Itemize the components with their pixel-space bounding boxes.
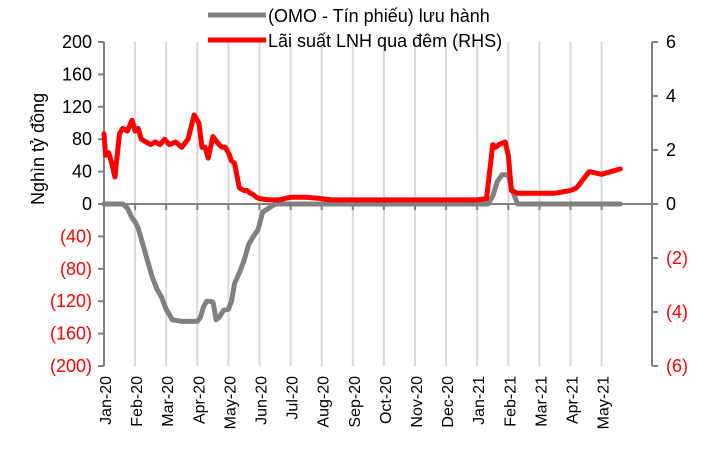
x-tick-label: May-21	[596, 376, 613, 429]
right-tick-label: (2)	[666, 248, 688, 268]
interbank-rate-series-line	[101, 112, 623, 203]
x-tick-label: Apr-20	[191, 376, 208, 424]
right-tick-label: 6	[666, 32, 676, 52]
legend: (OMO - Tín phiếu) lưu hành Lãi suất LNH …	[208, 6, 502, 51]
right-tick-label: 4	[666, 86, 676, 106]
left-tick-label: 200	[62, 32, 92, 52]
x-tick-label: May-20	[222, 376, 239, 429]
x-tick-label: Feb-20	[129, 376, 146, 427]
left-tick-label: 160	[62, 64, 92, 84]
left-y-axis: 200 160 120 80 40 0 (40) (80) (120) (160) (200)	[50, 32, 105, 376]
series-lines	[101, 112, 623, 324]
x-tick-label: Apr-21	[565, 376, 582, 424]
x-tick-label: Jul-20	[285, 376, 302, 420]
x-tick-label: Jun-20	[254, 376, 271, 425]
x-axis-labels: Jan-20 Feb-20 Mar-20 Apr-20 May-20 Jun-20 Jul-…	[98, 376, 613, 429]
x-tick-label: Jan-21	[471, 376, 488, 425]
left-tick-label: (120)	[50, 291, 92, 311]
right-tick-label: (4)	[666, 302, 688, 322]
right-tick-label: 2	[666, 140, 676, 160]
left-tick-label: (200)	[50, 356, 92, 376]
x-tick-label: Jan-20	[98, 376, 115, 425]
right-tick-label: (6)	[666, 356, 688, 376]
x-tick-label: Oct-20	[378, 376, 395, 424]
right-tick-label: 0	[666, 194, 676, 214]
left-tick-label: (80)	[60, 259, 92, 279]
y-axis-title: Nghìn tỷ đồng	[28, 93, 48, 205]
x-tick-label: Feb-21	[502, 376, 519, 427]
left-tick-label: 120	[62, 97, 92, 117]
left-tick-label: 40	[72, 162, 92, 182]
right-y-axis: 6 4 2 0 (2) (4) (6)	[651, 32, 688, 376]
x-tick-label: Aug-20	[316, 376, 333, 428]
omo-series-line	[101, 172, 623, 324]
x-tick-label: Mar-21	[533, 376, 550, 427]
left-tick-label: (40)	[60, 226, 92, 246]
left-tick-label: (160)	[50, 324, 92, 344]
left-tick-label: 0	[82, 194, 92, 214]
left-tick-label: 80	[72, 129, 92, 149]
x-tick-label: Mar-20	[160, 376, 177, 427]
x-tick-label: Sep-20	[347, 376, 364, 428]
x-tick-label: Nov-20	[409, 376, 426, 428]
legend-label-interbank: Lãi suất LNH qua đêm (RHS)	[268, 31, 502, 51]
x-tick-label: Dec-20	[440, 376, 457, 428]
legend-label-omo: (OMO - Tín phiếu) lưu hành	[268, 6, 490, 26]
